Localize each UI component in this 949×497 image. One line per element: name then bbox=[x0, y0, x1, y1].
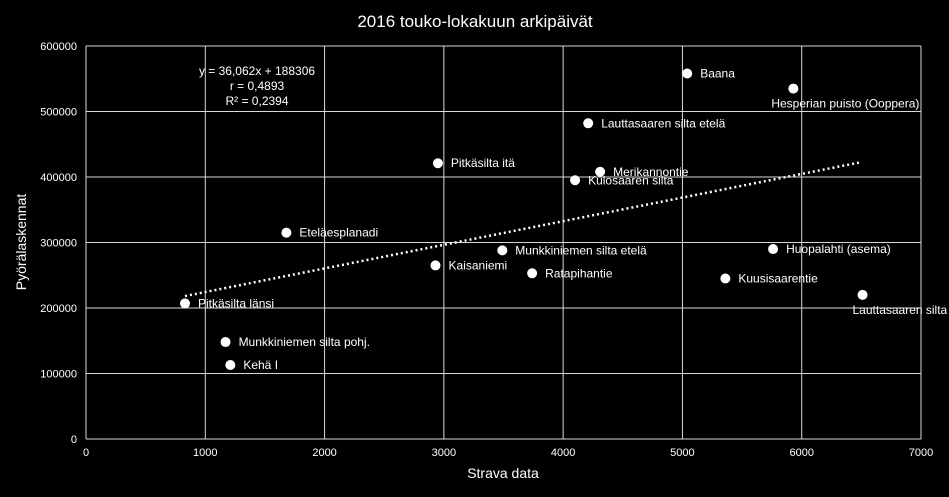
data-label: Hesperian puisto (Ooppera) bbox=[771, 97, 919, 111]
data-point bbox=[527, 268, 538, 279]
y-axis-title: Pyörälaskennat bbox=[13, 194, 29, 291]
x-tick-label: 0 bbox=[83, 447, 89, 459]
data-point bbox=[768, 244, 779, 255]
data-label: Lauttasaaren silta etelä bbox=[601, 116, 725, 130]
data-point bbox=[595, 166, 606, 177]
y-tick-label: 100000 bbox=[40, 369, 77, 381]
data-point bbox=[180, 298, 191, 309]
data-point bbox=[682, 68, 693, 79]
x-axis-title: Strava data bbox=[467, 465, 539, 481]
gridlines bbox=[85, 45, 922, 440]
x-tick-label: 7000 bbox=[909, 447, 933, 459]
y-tick-label: 400000 bbox=[40, 172, 77, 184]
data-label: Huopalahti (asema) bbox=[786, 242, 891, 256]
data-label: Merikannontie bbox=[613, 165, 689, 179]
data-label: Kuusisaarentie bbox=[738, 272, 818, 286]
x-tick-label: 4000 bbox=[551, 447, 575, 459]
data-point bbox=[720, 273, 731, 284]
data-point bbox=[857, 289, 868, 300]
data-label: Kehä I bbox=[243, 358, 278, 372]
data-point bbox=[225, 359, 236, 370]
data-point bbox=[281, 227, 292, 238]
x-tick-label: 1000 bbox=[193, 447, 217, 459]
data-label: Eteläesplanadi bbox=[299, 226, 378, 240]
data-point bbox=[432, 158, 443, 169]
y-tick-label: 600000 bbox=[40, 41, 77, 53]
data-label: Baana bbox=[700, 67, 735, 81]
r2-text: R² = 0,2394 bbox=[225, 94, 288, 108]
x-tick-label: 6000 bbox=[789, 447, 813, 459]
data-point bbox=[430, 260, 441, 271]
data-label: Kaisaniemi bbox=[449, 258, 508, 272]
r-text: r = 0,4893 bbox=[230, 79, 285, 93]
data-label: Munkkiniemen silta pohj. bbox=[239, 335, 370, 349]
trendline-equation: y = 36,062x + 188306 r = 0,4893 R² = 0,2… bbox=[199, 64, 315, 108]
data-label: Ratapihantie bbox=[545, 266, 613, 280]
data-label: Lauttasaaren silta pohj. bbox=[853, 303, 949, 317]
y-tick-label: 500000 bbox=[40, 107, 77, 119]
data-point bbox=[570, 175, 581, 186]
data-label: Pitkäsilta itä bbox=[451, 156, 515, 170]
data-point bbox=[788, 83, 799, 94]
y-tick-label: 0 bbox=[71, 434, 77, 446]
data-label: Munkkiniemen silta etelä bbox=[515, 243, 647, 257]
data-point bbox=[220, 337, 231, 348]
x-tick-label: 2000 bbox=[312, 447, 336, 459]
data-label: Pitkäsilta länsi bbox=[198, 296, 274, 310]
y-tick-label: 300000 bbox=[40, 238, 77, 250]
x-axis-ticks: 0 1000 2000 3000 4000 5000 6000 7000 bbox=[83, 447, 933, 459]
data-point bbox=[497, 245, 508, 256]
x-tick-label: 3000 bbox=[432, 447, 456, 459]
equation-text: y = 36,062x + 188306 bbox=[199, 64, 315, 78]
data-point bbox=[583, 118, 594, 129]
data-points: Baana Hesperian puisto (Ooppera) Lauttasaa… bbox=[180, 67, 949, 372]
y-axis-ticks: 0 100000 200000 300000 400000 500000 600000 bbox=[40, 41, 77, 446]
x-tick-label: 5000 bbox=[670, 447, 694, 459]
data-label: Kulosaaren silta bbox=[588, 173, 674, 187]
chart-title: 2016 touko-lokakuun arkipäivät bbox=[357, 12, 593, 31]
y-tick-label: 200000 bbox=[40, 303, 77, 315]
